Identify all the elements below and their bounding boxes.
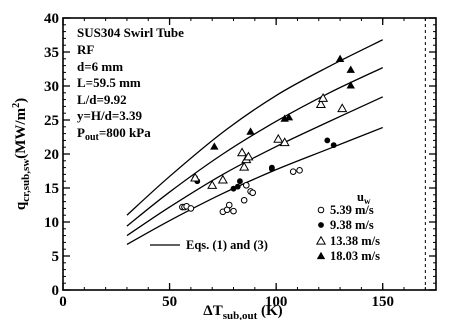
annotation-ld-ratio: L/d=9.92 [77,92,127,107]
data-point-series-3-2 [207,180,218,189]
y-tick-label: 10 [44,215,59,231]
data-point-series-3-1 [190,172,201,182]
annotation-pressure: Pout=800 kPa [77,125,151,143]
legend-label-series-2: 9.38 m/s [330,218,374,232]
y-axis-title: qcr,sub,sw(MW/m2) [11,98,32,210]
annotation-pressure-p: P [77,125,85,140]
annotation-block: SUS304 Swirl Tube RF d=6 mm L=59.5 mm L/… [77,25,184,143]
data-point-series-1-13 [289,168,297,175]
annotation-pressure-sub: out [85,132,100,143]
data-point-series-2-7 [268,164,275,171]
annotation-length: L=59.5 mm [77,75,141,90]
data-point-series-2-8 [324,137,331,144]
plot-layer: 0 50 100 150 0 5 10 15 20 25 30 35 40 [44,11,437,310]
x-tick-label: 50 [162,294,177,310]
y-tick-label: 0 [52,283,60,299]
data-point-series-1-10 [243,181,250,189]
data-point-series-3-11 [317,93,329,102]
legend-title-sub: w [364,196,371,206]
data-point-series-4-4 [284,113,294,121]
x-axis-title-sub: sub,out [223,310,258,320]
x-axis-title: ΔTsub,out (K) [203,303,282,320]
y-axis-title-sub: cr,sub,sw [20,159,32,202]
y-tick-label: 15 [44,181,59,197]
y-axis-title-main: q [13,201,29,210]
annotation-twist-ratio: y=H/d=3.39 [77,108,143,123]
data-point-series-1-14 [296,167,303,174]
data-point-series-1-7 [225,201,233,209]
data-point-series-2-5 [237,178,243,185]
y-tick-label: 25 [44,113,59,129]
data-point-series-4-6 [346,65,355,73]
y-tick-label: 5 [52,249,60,265]
y-tick-label: 20 [44,147,59,163]
y-axis-title-close: ) [13,98,29,103]
legend-label-curve: Eqs. (1) and (3) [186,238,268,252]
legend-title: uw [357,190,371,206]
x-tick-label: 0 [59,294,67,310]
y-axis-title-sup: 2 [11,103,22,108]
data-point-series-1-8 [230,207,237,215]
legend-title-u: u [357,190,364,204]
y-tick-label: 30 [44,79,59,95]
data-point-series-3-9 [279,137,290,147]
data-point-series-3-4 [236,147,248,157]
y-tick-label: 40 [44,11,59,27]
data-point-series-2-4 [234,183,241,190]
legend-symbols [150,206,327,260]
data-point-series-3-3 [217,174,228,184]
y-tick-label: 35 [44,45,59,61]
annotation-diameter: d=6 mm [77,59,123,74]
data-point-series-4-5 [335,54,345,62]
legend-symbol-series-4 [316,251,326,260]
x-tick-label: 150 [371,294,394,310]
legend-label-series-3: 13.38 m/s [330,234,380,248]
legend-symbol-series-2 [318,222,324,228]
annotation-pressure-value: =800 kPa [99,125,151,140]
data-point-series-3-7 [243,151,254,161]
data-point-series-1-9 [240,196,248,204]
legend-label-series-4: 18.03 m/s [330,249,380,263]
data-point-series-4-2 [246,127,255,135]
data-point-series-3-8 [273,133,284,143]
x-axis-title-unit: (K) [257,303,282,319]
data-point-series-1-12 [249,189,256,197]
annotation-rf: RF [77,42,94,57]
data-point-series-3-10 [315,99,326,109]
data-point-series-4-1 [210,142,219,150]
x-tick-label: 100 [265,294,288,310]
y-axis-title-unit: (MW/m [13,107,29,158]
legend-label-series-1: 5.39 m/s [330,203,374,217]
x-axis-title-main: ΔT [203,303,222,319]
data-point-series-2-9 [330,142,337,149]
data-point-series-3-12 [337,103,348,113]
data-point-series-4-7 [346,81,355,89]
data-point-series-3-5 [239,161,250,171]
legend-symbol-series-3 [315,235,327,245]
data-point-series-1-4 [187,205,195,212]
curve-line-2 [126,67,383,227]
legend: uw 5.39 m/s 9.38 m/s 13.38 m/s 18.03 m/s… [186,190,380,263]
curve-line-1 [126,39,384,216]
legend-symbol-series-1 [317,206,325,214]
annotation-material: SUS304 Swirl Tube [77,25,184,40]
